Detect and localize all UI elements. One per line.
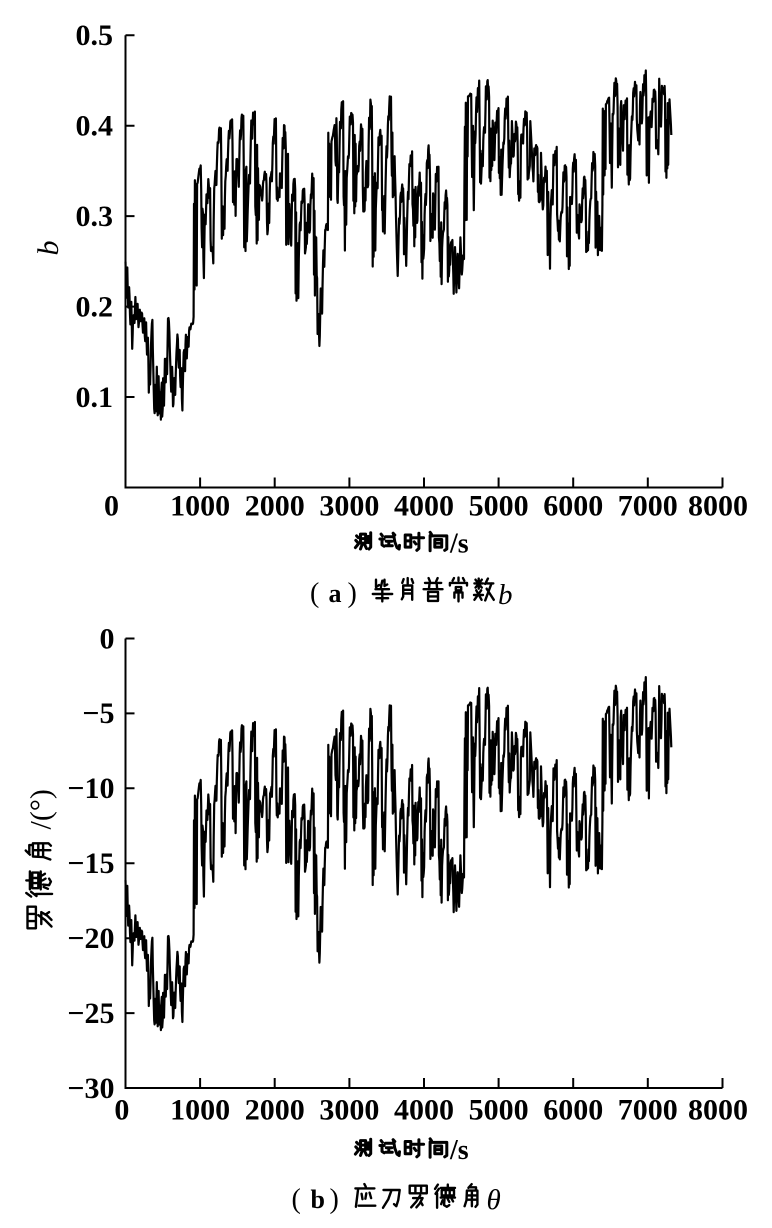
svg-text:5000: 5000: [469, 1094, 529, 1127]
svg-text:/(°): /(°): [25, 789, 58, 829]
svg-text:): ): [348, 578, 357, 609]
svg-text:b: b: [498, 579, 513, 611]
svg-text:3000: 3000: [319, 490, 379, 523]
svg-text:0: 0: [114, 1094, 129, 1127]
svg-text:1000: 1000: [170, 1094, 230, 1127]
svg-text:(: (: [310, 578, 319, 609]
svg-text:2000: 2000: [245, 490, 305, 523]
svg-text:8000: 8000: [688, 490, 748, 523]
svg-text:−10: −10: [67, 772, 114, 805]
svg-text:4000: 4000: [394, 490, 454, 523]
svg-text:3000: 3000: [319, 1094, 379, 1127]
svg-text:8000: 8000: [688, 1094, 748, 1127]
svg-text:4000: 4000: [394, 1094, 454, 1127]
svg-text:b: b: [32, 241, 65, 256]
svg-text:θ: θ: [487, 1184, 501, 1216]
svg-text:0.2: 0.2: [76, 290, 114, 323]
svg-text:7000: 7000: [618, 490, 678, 523]
svg-text:(: (: [292, 1184, 301, 1215]
svg-text:0.3: 0.3: [76, 200, 114, 233]
svg-text:/s: /s: [449, 529, 469, 560]
svg-text:−25: −25: [67, 997, 114, 1030]
svg-text:−15: −15: [67, 847, 114, 880]
svg-text:0.1: 0.1: [76, 381, 114, 414]
svg-text:): ): [330, 1184, 339, 1215]
svg-text:2000: 2000: [245, 1094, 305, 1127]
svg-text:6000: 6000: [543, 490, 603, 523]
svg-text:/s: /s: [449, 1135, 469, 1166]
svg-text:6000: 6000: [543, 1094, 603, 1127]
svg-text:0: 0: [104, 490, 119, 523]
svg-text:5000: 5000: [469, 490, 529, 523]
svg-text:−20: −20: [67, 922, 114, 955]
svg-text:−5: −5: [82, 697, 114, 730]
svg-text:7000: 7000: [618, 1094, 678, 1127]
svg-text:0: 0: [100, 622, 115, 655]
svg-text:−30: −30: [67, 1072, 114, 1105]
svg-text:a: a: [329, 579, 342, 608]
svg-text:b: b: [311, 1185, 325, 1214]
svg-text:1000: 1000: [170, 490, 230, 523]
svg-text:0.4: 0.4: [76, 110, 114, 143]
svg-text:0.5: 0.5: [76, 19, 114, 52]
